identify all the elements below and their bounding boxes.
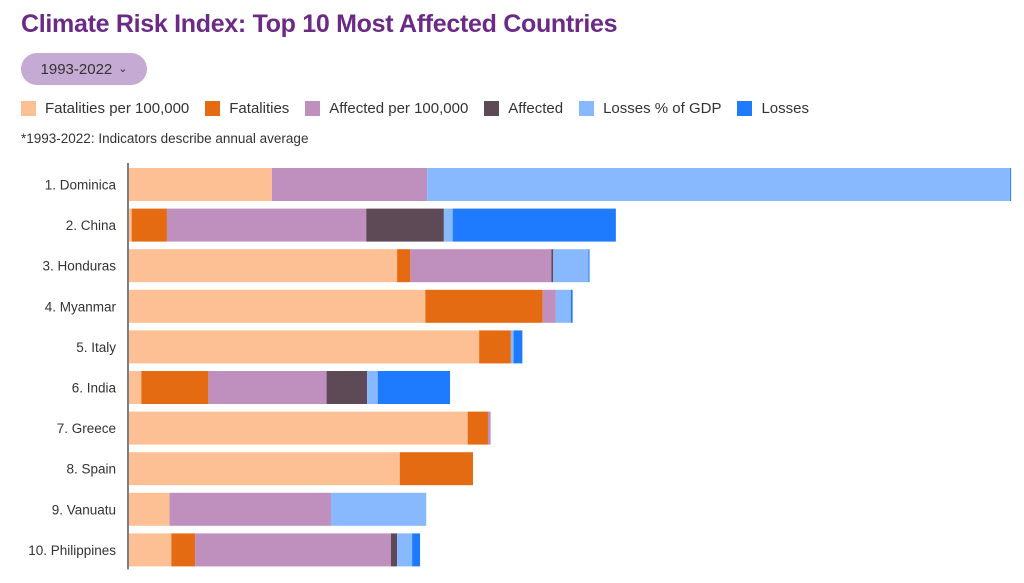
bar-segment-fatalities-per-100-000[interactable] (129, 452, 400, 486)
chart-title: Climate Risk Index: Top 10 Most Affected… (21, 10, 618, 38)
legend-label: Losses (761, 100, 809, 117)
bar-segment-losses-of-gdp[interactable] (397, 533, 413, 567)
category-labels: 1. Dominica 2. China 3. Honduras 4. Myanmar… (28, 178, 116, 558)
bar-segment-losses[interactable] (570, 289, 573, 323)
category-label: 10. Philippines (28, 543, 116, 558)
legend-item-losses-gdp[interactable]: Losses % of GDP (579, 100, 721, 117)
category-label: 7. Greece (57, 421, 116, 436)
bar-segment-affected-per-100-000[interactable] (271, 168, 428, 201)
bar-segment-fatalities-per-100-000[interactable] (129, 168, 272, 201)
bar-segment-affected-per-100-000[interactable] (208, 371, 327, 404)
category-label: 9. Vanuatu (52, 502, 116, 517)
bar-segment-affected[interactable] (366, 208, 444, 242)
bar-segment-affected-per-100-000[interactable] (410, 249, 552, 283)
legend-item-losses[interactable]: Losses (737, 100, 809, 117)
bar-segment-affected-per-100-000[interactable] (169, 492, 331, 526)
chart-note: *1993-2022: Indicators describe annual a… (21, 131, 309, 146)
bar-segment-losses[interactable] (1010, 168, 1012, 201)
bar-segment-losses-of-gdp[interactable] (553, 249, 589, 283)
legend-item-fatalities-per-100k[interactable]: Fatalities per 100,000 (21, 100, 189, 117)
legend-swatch (579, 101, 595, 116)
chart-legend: Fatalities per 100,000 Fatalities Affect… (21, 100, 825, 117)
category-label: 3. Honduras (42, 259, 116, 274)
bar-segment-fatalities[interactable] (425, 289, 543, 323)
category-label: 5. Italy (76, 340, 116, 355)
bar-segment-losses-of-gdp[interactable] (427, 168, 1011, 201)
bar-segment-losses-of-gdp[interactable] (510, 330, 514, 364)
bar-segment-losses-of-gdp[interactable] (443, 208, 453, 242)
bar-segment-fatalities[interactable] (171, 533, 196, 567)
period-dropdown[interactable]: 1993-2022 ⌄ (21, 53, 147, 85)
bar-segment-fatalities[interactable] (467, 411, 488, 445)
legend-label: Losses % of GDP (603, 100, 722, 117)
bar-segment-losses[interactable] (412, 533, 421, 567)
bar-segment-fatalities-per-100-000[interactable] (129, 289, 426, 323)
bar-segment-fatalities-per-100-000[interactable] (129, 208, 132, 242)
bar-segment-losses-of-gdp[interactable] (555, 289, 571, 323)
bar-segment-losses[interactable] (377, 371, 451, 404)
bar-segment-affected-per-100-000[interactable] (542, 289, 556, 323)
chevron-down-icon: ⌄ (118, 62, 128, 75)
bar-segment-affected[interactable] (390, 533, 398, 567)
legend-label: Affected (508, 100, 564, 117)
bar-segment-affected-per-100-000[interactable] (166, 208, 367, 242)
legend-item-affected-per-100k[interactable]: Affected per 100,000 (305, 100, 468, 117)
legend-item-affected[interactable]: Affected (484, 100, 563, 117)
category-label: 1. Dominica (45, 178, 117, 193)
bar-segment-fatalities[interactable] (397, 249, 411, 283)
bar-segment-losses[interactable] (513, 330, 523, 364)
bar-segment-fatalities-per-100-000[interactable] (129, 371, 142, 404)
bar-segment-fatalities-per-100-000[interactable] (129, 330, 480, 364)
bar-segment-losses[interactable] (588, 249, 590, 283)
legend-swatch (737, 101, 753, 116)
legend-label: Fatalities per 100,000 (45, 100, 190, 117)
bar-segment-losses[interactable] (452, 208, 616, 242)
bar-segment-fatalities[interactable] (399, 452, 473, 486)
period-dropdown-value: 1993-2022 (40, 60, 113, 78)
category-label: 8. Spain (66, 462, 116, 477)
bar-segment-affected-per-100-000[interactable] (487, 411, 491, 445)
bar-segment-affected-per-100-000[interactable] (195, 533, 391, 567)
bar-segment-fatalities-per-100-000[interactable] (129, 533, 172, 567)
bar-segment-fatalities[interactable] (479, 330, 511, 364)
bar-segment-losses-of-gdp[interactable] (330, 492, 427, 526)
legend-swatch (305, 101, 321, 116)
legend-swatch (484, 101, 500, 116)
bar-segment-affected[interactable] (551, 249, 554, 283)
legend-swatch (21, 101, 36, 116)
bar-segment-fatalities-per-100-000[interactable] (129, 492, 170, 526)
legend-swatch (205, 101, 221, 116)
category-label: 2. China (66, 218, 117, 233)
legend-item-fatalities[interactable]: Fatalities (205, 100, 289, 117)
bar-segment-affected[interactable] (326, 371, 368, 404)
bar-segment-fatalities-per-100-000[interactable] (129, 249, 398, 283)
bar-segment-fatalities-per-100-000[interactable] (129, 411, 468, 445)
bar-segment-fatalities[interactable] (131, 208, 167, 242)
category-label: 6. India (72, 381, 117, 396)
category-label: 4. Myanmar (45, 299, 117, 314)
bar-group (129, 168, 1012, 567)
bar-chart: 1. Dominica 2. China 3. Honduras 4. Myanmar… (28, 163, 1012, 570)
bar-segment-losses-of-gdp[interactable] (367, 371, 378, 404)
legend-label: Fatalities (229, 100, 290, 117)
legend-label: Affected per 100,000 (329, 100, 469, 117)
bar-segment-fatalities[interactable] (141, 371, 209, 404)
